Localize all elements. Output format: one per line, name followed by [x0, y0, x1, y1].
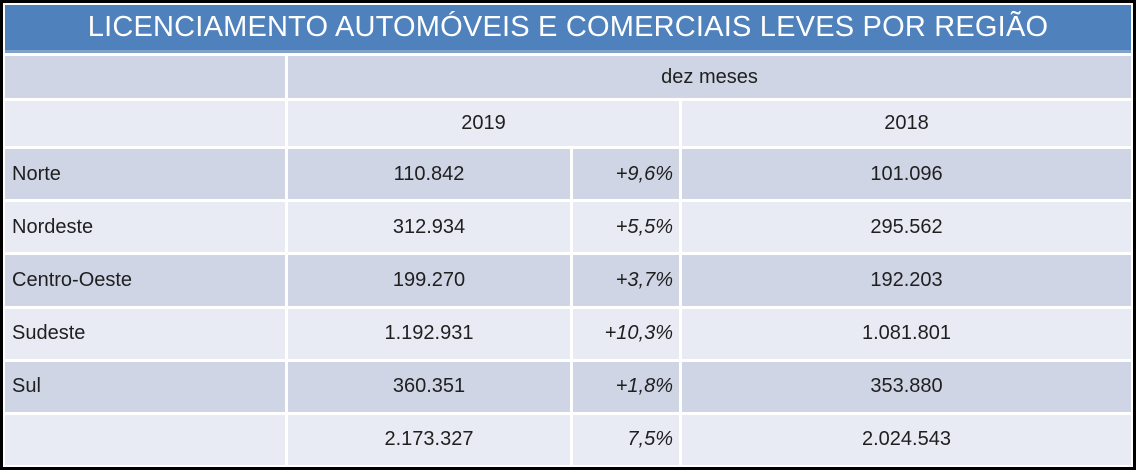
table-row-centro-oeste: Centro-Oeste 199.270 +3,7% 192.203 — [5, 255, 1131, 306]
period-header-cell: dez meses — [288, 56, 1131, 98]
value-2018: 353.880 — [682, 361, 1131, 412]
total-change-percent: 7,5% — [573, 414, 679, 466]
value-2019: 1.192.931 — [288, 308, 570, 359]
table-row-norte: Norte 110.842 +9,6% 101.096 — [5, 149, 1131, 200]
change-percent: +10,3% — [573, 308, 679, 359]
table-header-period-row: dez meses — [5, 56, 1131, 98]
table-row-sudeste: Sudeste 1.192.931 +10,3% 1.081.801 — [5, 308, 1131, 359]
table-header-years-row: 2019 2018 — [5, 101, 1131, 146]
region-label: Nordeste — [5, 202, 285, 253]
change-percent: +3,7% — [573, 255, 679, 306]
value-2019: 360.351 — [288, 361, 570, 412]
total-value-2018: 2.024.543 — [682, 414, 1131, 466]
year-2019-header: 2019 — [288, 101, 679, 146]
region-label: Sudeste — [5, 308, 285, 359]
page-title: LICENCIAMENTO AUTOMÓVEIS E COMERCIAIS LE… — [87, 11, 1049, 43]
change-percent: +9,6% — [573, 149, 679, 200]
region-label: Norte — [5, 149, 285, 200]
region-label: Centro-Oeste — [5, 255, 285, 306]
value-2019: 110.842 — [288, 149, 570, 200]
change-percent: +5,5% — [573, 202, 679, 253]
table-row-total: 2.173.327 7,5% 2.024.543 — [5, 414, 1131, 466]
region-label: Sul — [5, 361, 285, 412]
total-value-2019: 2.173.327 — [288, 414, 570, 466]
value-2019: 199.270 — [288, 255, 570, 306]
year-2018-header: 2018 — [682, 101, 1131, 146]
total-empty-region-cell — [5, 414, 285, 466]
value-2018: 1.081.801 — [682, 308, 1131, 359]
years-row-empty-cell — [5, 101, 285, 146]
value-2018: 295.562 — [682, 202, 1131, 253]
slide-title-bar: LICENCIAMENTO AUTOMÓVEIS E COMERCIAIS LE… — [5, 5, 1131, 53]
change-percent: +1,8% — [573, 361, 679, 412]
value-2018: 101.096 — [682, 149, 1131, 200]
value-2018: 192.203 — [682, 255, 1131, 306]
table-row-sul: Sul 360.351 +1,8% 353.880 — [5, 361, 1131, 412]
value-2019: 312.934 — [288, 202, 570, 253]
table-row-nordeste: Nordeste 312.934 +5,5% 295.562 — [5, 202, 1131, 253]
corner-empty-cell — [5, 56, 285, 98]
